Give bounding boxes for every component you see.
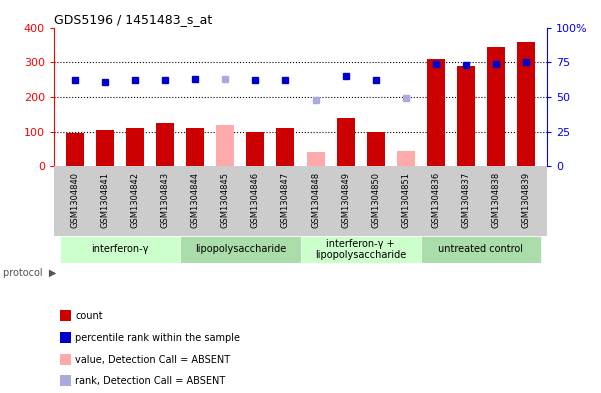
Text: value, Detection Call = ABSENT: value, Detection Call = ABSENT [75,354,230,365]
Text: GSM1304841: GSM1304841 [101,172,109,228]
Bar [216,125,234,166]
Bar [246,132,264,166]
Bar [156,123,174,166]
Bar [337,118,355,166]
Bar [427,59,445,166]
Bar [60,235,180,263]
Text: count: count [75,311,103,321]
Bar [367,132,385,166]
Text: untreated control: untreated control [438,244,523,254]
Bar [186,128,204,166]
Text: GSM1304836: GSM1304836 [432,172,440,228]
Text: GSM1304840: GSM1304840 [71,172,79,228]
Bar [96,130,114,166]
Text: GSM1304844: GSM1304844 [191,172,200,228]
Text: percentile rank within the sample: percentile rank within the sample [75,333,240,343]
Text: protocol  ▶: protocol ▶ [3,268,56,278]
Text: GSM1304845: GSM1304845 [221,172,230,228]
Bar [307,152,325,166]
Text: GSM1304849: GSM1304849 [341,172,350,228]
Text: GDS5196 / 1451483_s_at: GDS5196 / 1451483_s_at [54,13,212,26]
Text: GSM1304843: GSM1304843 [161,172,169,228]
Bar [66,133,84,166]
Bar [300,235,421,263]
Bar [517,42,535,166]
Text: GSM1304847: GSM1304847 [281,172,290,228]
Text: interferon-γ: interferon-γ [91,244,149,254]
Text: GSM1304850: GSM1304850 [371,172,380,228]
Text: rank, Detection Call = ABSENT: rank, Detection Call = ABSENT [75,376,225,386]
Text: GSM1304839: GSM1304839 [522,172,530,228]
Text: GSM1304842: GSM1304842 [131,172,139,228]
Bar [126,128,144,166]
Text: GSM1304851: GSM1304851 [401,172,410,228]
Bar [487,47,505,166]
Text: GSM1304848: GSM1304848 [311,172,320,228]
Text: GSM1304846: GSM1304846 [251,172,260,228]
Text: interferon-γ +
lipopolysaccharide: interferon-γ + lipopolysaccharide [315,239,406,260]
Bar [180,235,300,263]
Text: GSM1304837: GSM1304837 [462,172,470,228]
Bar [421,235,541,263]
Text: lipopolysaccharide: lipopolysaccharide [195,244,286,254]
Text: GSM1304838: GSM1304838 [492,172,500,228]
Bar [397,151,415,166]
Bar [457,66,475,166]
Bar [276,128,294,166]
